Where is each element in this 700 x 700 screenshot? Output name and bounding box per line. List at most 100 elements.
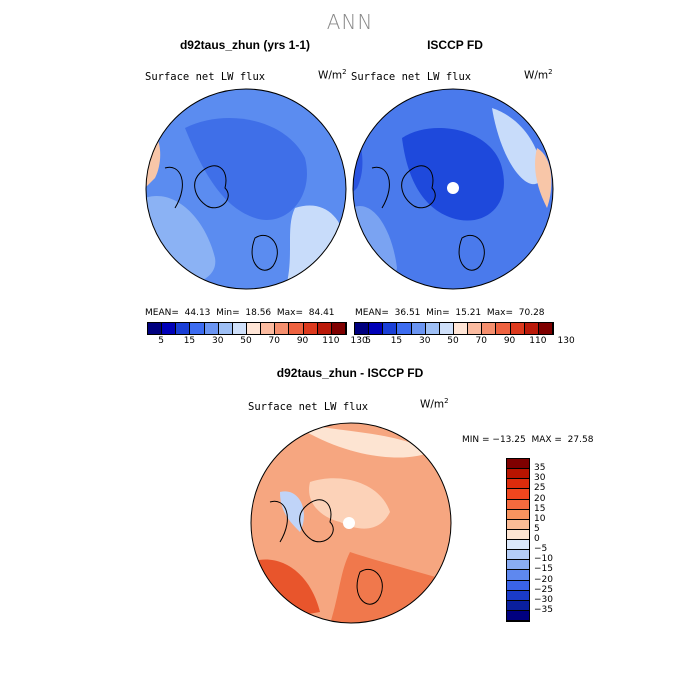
colorbar-swatch — [162, 323, 177, 334]
map-region — [185, 118, 307, 220]
colorbar-swatch — [331, 323, 346, 334]
colorbar-swatch — [524, 323, 539, 334]
colorbar-swatch — [507, 519, 529, 530]
panel-2-title: ISCCP FD — [427, 38, 483, 52]
colorbar-swatch — [190, 323, 205, 334]
colorbar-swatch — [232, 323, 247, 334]
panel-2-variable-label: Surface net LW flux — [351, 71, 472, 83]
colorbar-swatch — [507, 529, 529, 540]
panel-3-units: W/m2 — [420, 397, 449, 411]
colorbar-swatch — [425, 323, 440, 334]
colorbar-swatch — [369, 323, 384, 334]
colorbar-swatch — [507, 499, 529, 510]
map-region — [402, 128, 504, 221]
colorbar-swatch — [246, 323, 262, 334]
colorbar-tick-label: 50 — [240, 336, 252, 346]
colorbar-swatch — [507, 610, 529, 621]
colorbar-tick-label: 90 — [296, 336, 309, 346]
colorbar-swatch — [289, 323, 304, 334]
colorbar-tick-label: 50 — [447, 336, 459, 346]
colorbar-tick-label: 5 — [158, 336, 165, 346]
panel-2-map — [352, 88, 554, 290]
panel-3-minmax: MIN = −13.25 MAX = 27.58 — [462, 435, 594, 445]
colorbar-swatch — [507, 560, 529, 571]
colorbar-tick-label: 130 — [557, 336, 575, 346]
colorbar-tick-label: 110 — [322, 336, 340, 346]
colorbar-swatch — [303, 323, 318, 334]
colorbar-tick-label: −10 — [534, 554, 553, 565]
panel-1-variable-label: Surface net LW flux — [145, 71, 266, 83]
colorbar-swatch — [383, 323, 398, 334]
colorbar-swatch — [510, 323, 525, 334]
colorbar-tick-label: −20 — [534, 574, 553, 585]
colorbar-swatch — [218, 323, 233, 334]
colorbar-tick-label: 0 — [534, 534, 540, 544]
colorbar-swatch — [507, 459, 529, 470]
colorbar-tick-label: −5 — [534, 544, 548, 555]
colorbar-tick-label: 35 — [534, 463, 546, 474]
colorbar-tick-label: 20 — [534, 493, 546, 504]
colorbar-tick-label: 15 — [390, 336, 403, 346]
map-region — [290, 423, 430, 458]
colorbar-swatch — [355, 323, 370, 334]
colorbar-tick-label: 70 — [475, 336, 488, 346]
colorbar-tick-label: 25 — [534, 483, 546, 494]
panel-3-colorbar: 35 30 25 20 15 10 5 0 −5 −10 −15 −20 −25 −30 −35 — [506, 458, 566, 624]
colorbar-tick-label: −35 — [534, 604, 553, 615]
colorbar-tick-label: −25 — [534, 584, 553, 595]
panel-1-units: W/m2 — [318, 68, 347, 82]
panel-3-title: d92taus_zhun - ISCCP FD — [276, 366, 424, 380]
colorbar-tick-label: 110 — [529, 336, 547, 346]
colorbar-swatch — [275, 323, 290, 334]
colorbar-swatch — [507, 479, 529, 490]
colorbar-swatch — [204, 323, 219, 334]
panel-1-title: d92taus_zhun (yrs 1-1) — [179, 38, 311, 52]
colorbar-swatch — [507, 570, 529, 581]
colorbar-tick-label: −30 — [534, 594, 553, 605]
colorbar-swatch — [507, 469, 529, 480]
colorbar-swatch — [176, 323, 191, 334]
colorbar-swatch — [507, 600, 529, 611]
colorbar-tick-label: 30 — [418, 336, 431, 346]
colorbar-swatch — [507, 590, 529, 601]
colorbar-swatch — [439, 323, 454, 334]
panel-2-colorbar: 5 15 30 50 70 90 110 130 — [354, 322, 575, 352]
colorbar-swatch — [507, 580, 529, 591]
colorbar-swatch — [496, 323, 511, 334]
colorbar-tick-label: 5 — [534, 523, 540, 534]
colorbar-tick-label: 30 — [211, 336, 224, 346]
colorbar-swatch — [148, 323, 163, 334]
colorbar-swatch — [397, 323, 412, 334]
colorbar-swatch — [482, 323, 497, 334]
colorbar-swatch — [507, 540, 529, 551]
panel-2-units: W/m2 — [524, 68, 553, 82]
panel-3-map — [250, 422, 452, 624]
colorbar-swatch — [453, 323, 469, 334]
panel-3-variable-label: Surface net LW flux — [248, 401, 369, 413]
panel-1-stats: MEAN= 44.13 Min= 18.56 Max= 84.41 — [145, 308, 335, 318]
map-region — [309, 478, 390, 529]
colorbar-tick-label: 130 — [350, 336, 368, 346]
map-region — [535, 148, 552, 208]
panel-1-map — [145, 88, 347, 290]
colorbar-swatch — [507, 509, 529, 520]
page-title: ANN — [326, 10, 374, 34]
colorbar-tick-label: −15 — [534, 564, 553, 575]
colorbar-tick-label: 10 — [534, 513, 546, 524]
colorbar-tick-label: 90 — [503, 336, 516, 346]
panel-1-colorbar: 5 15 30 50 70 90 110 130 — [147, 322, 368, 352]
colorbar-swatch — [261, 323, 276, 334]
colorbar-tick-label: 70 — [268, 336, 281, 346]
map-region — [492, 108, 542, 185]
panel-2-stats: MEAN= 36.51 Min= 15.21 Max= 70.28 — [355, 308, 545, 318]
colorbar-tick-label: 5 — [365, 336, 372, 346]
colorbar-swatch — [317, 323, 332, 334]
colorbar-tick-label: 15 — [534, 503, 546, 514]
colorbar-swatch — [411, 323, 426, 334]
colorbar-tick-label: 30 — [534, 473, 546, 484]
colorbar-swatch — [507, 550, 529, 561]
colorbar-swatch — [468, 323, 483, 334]
map-region — [280, 491, 304, 532]
colorbar-swatch — [538, 323, 553, 334]
colorbar-swatch — [507, 489, 529, 500]
